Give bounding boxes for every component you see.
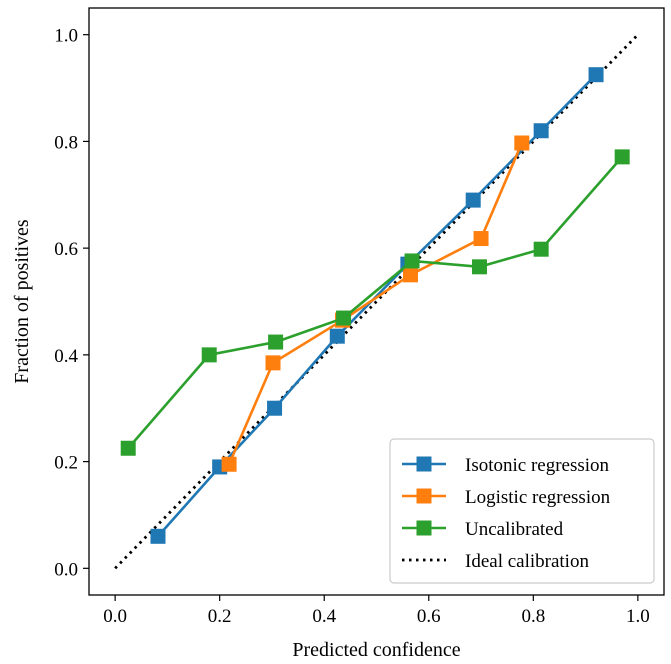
data-point-uncalibrated [471,259,487,275]
legend-label: Isotonic regression [465,455,610,476]
x-tick-label: 1.0 [626,606,650,627]
legend-item-uncalibrated: Uncalibrated [402,519,564,540]
y-tick-label: 0.8 [54,132,78,153]
x-tick-label: 0.4 [312,606,336,627]
data-point-isotonic-regression [329,328,345,344]
y-tick-label: 0.4 [54,346,78,367]
data-point-isotonic-regression [533,123,549,139]
x-tick-label: 0.6 [417,606,441,627]
data-point-uncalibrated [614,149,630,165]
y-tick-label: 0.2 [54,453,78,474]
y-tick-label: 0.6 [54,239,78,260]
series-uncalibrated [120,149,630,456]
series-line-uncalibrated [127,156,624,450]
legend-item-logistic-regression: Logistic regression [402,487,611,508]
legend-label: Uncalibrated [465,519,564,540]
data-point-isotonic-regression [150,528,166,544]
data-point-isotonic-regression [588,67,604,83]
legend-swatch-marker [416,488,432,504]
x-axis-ticks: 0.0 0.2 0.4 0.6 0.8 1.0 [103,595,650,627]
plot-frame [88,7,665,596]
legend-label: Ideal calibration [465,551,589,572]
legend: Isotonic regression Logistic regression Un… [389,438,655,584]
data-point-isotonic-regression [465,192,481,208]
y-tick-label: 1.0 [54,26,78,47]
data-point-logistic-regression [514,135,530,151]
legend-item-isotonic-regression: Isotonic regression [402,455,610,476]
x-tick-label: 0.2 [208,606,232,627]
y-axis-ticks: 0.0 0.2 0.4 0.6 0.8 1.0 [54,26,89,580]
data-point-logistic-regression [402,267,418,283]
data-point-logistic-regression [265,355,281,371]
data-point-logistic-regression [221,456,237,472]
x-tick-label: 0.8 [521,606,545,627]
data-point-logistic-regression [473,231,489,247]
data-point-isotonic-regression [267,400,283,416]
legend-swatch-marker [416,520,432,536]
data-point-uncalibrated [336,310,352,326]
data-point-uncalibrated [404,253,420,269]
data-point-uncalibrated [120,440,136,456]
data-point-uncalibrated [201,347,217,363]
legend-item-ideal-calibration: Ideal calibration [402,551,589,572]
y-axis-label: Fraction of positives [11,219,33,384]
y-tick-label: 0.0 [54,559,78,580]
legend-box [389,438,655,584]
series-logistic-regression [221,135,530,472]
legend-swatch-marker [416,456,432,472]
data-point-uncalibrated [533,241,549,257]
legend-label: Logistic regression [465,487,611,508]
data-point-uncalibrated [268,334,284,350]
x-axis-label: Predicted confidence [292,639,460,661]
plot-marks [114,33,639,570]
x-tick-label: 0.0 [103,606,127,627]
series-line-logistic-regression [227,142,524,465]
